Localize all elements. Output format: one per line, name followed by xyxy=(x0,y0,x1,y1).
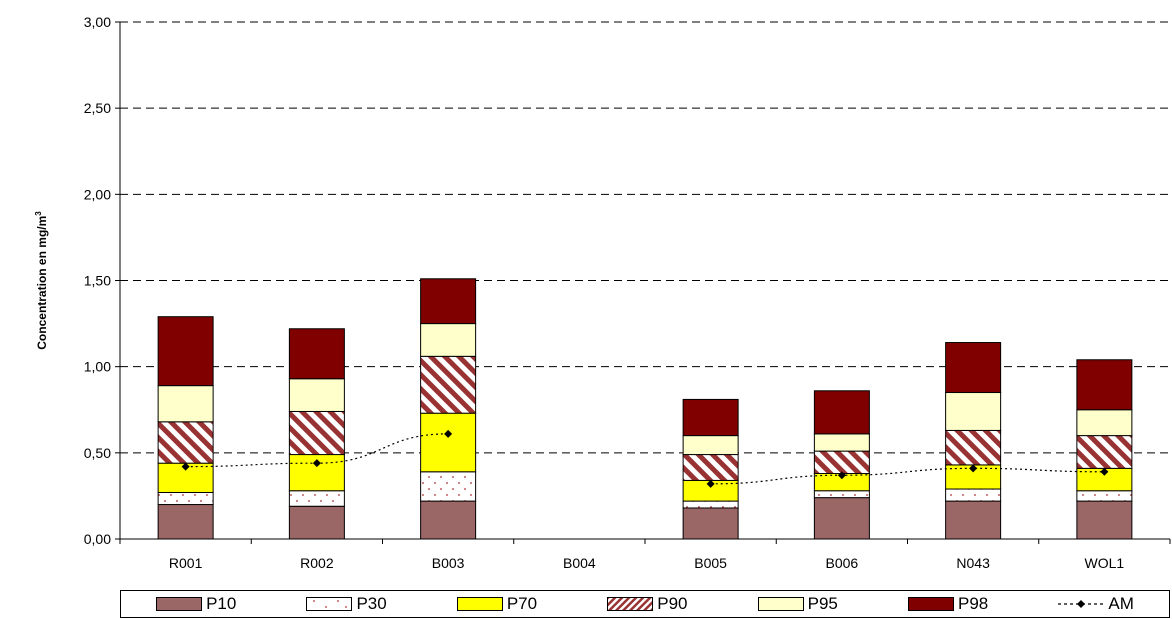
x-tick-label: R002 xyxy=(300,555,334,571)
am-point xyxy=(969,464,978,473)
legend-item-p10: P10 xyxy=(156,594,236,614)
bar-p30 xyxy=(157,491,214,506)
bar-p90 xyxy=(420,355,477,414)
am-point xyxy=(181,462,190,471)
x-tick-label: B003 xyxy=(432,555,465,571)
bar-p98 xyxy=(813,390,870,435)
legend-item-p98: P98 xyxy=(908,594,988,614)
bar-p95 xyxy=(288,378,345,412)
legend-item-p90: P90 xyxy=(607,594,687,614)
bar-p10 xyxy=(1076,500,1133,540)
bar-p10 xyxy=(288,505,345,540)
x-tick-label: B005 xyxy=(694,555,727,571)
bar-p90 xyxy=(157,421,214,464)
legend-item-am: AM xyxy=(1058,594,1134,614)
y-tick-label: 0,50 xyxy=(84,445,111,461)
legend-swatch xyxy=(306,597,353,611)
legend: P10 P30 P70 P90 P95 P98 AM xyxy=(120,590,1170,618)
legend-swatch xyxy=(456,597,503,611)
bar-p98 xyxy=(420,278,477,325)
x-tick-label: N043 xyxy=(956,555,990,571)
bar-p95 xyxy=(813,433,870,452)
legend-swatch xyxy=(1058,597,1105,611)
bar-p90 xyxy=(682,454,739,481)
bar-p98 xyxy=(288,328,345,380)
y-tick-label: 1,00 xyxy=(84,359,111,375)
bar-p95 xyxy=(682,435,739,456)
legend-swatch xyxy=(757,597,804,611)
am-point xyxy=(312,459,321,468)
legend-item-p70: P70 xyxy=(456,594,538,614)
bar-p95 xyxy=(1076,409,1133,437)
legend-item-p95: P95 xyxy=(757,594,838,614)
legend-item-p30: P30 xyxy=(306,594,387,614)
bar-p98 xyxy=(1076,359,1133,411)
bar-p90 xyxy=(945,429,1002,466)
y-axis-title: Concentration en mg/m3 xyxy=(34,211,49,350)
bar-p10 xyxy=(945,500,1002,540)
am-line-path xyxy=(710,467,1105,485)
bar-p10 xyxy=(682,507,739,540)
am-point xyxy=(837,471,846,480)
bar-p98 xyxy=(682,398,739,437)
am-point xyxy=(706,479,715,488)
bar-p30 xyxy=(288,490,345,507)
y-tick-label: 3,00 xyxy=(84,14,111,30)
bars xyxy=(157,278,1133,540)
legend-label: P90 xyxy=(657,594,688,613)
grid-lines xyxy=(120,21,1170,454)
legend-label: P10 xyxy=(206,594,237,613)
am-point xyxy=(1100,467,1109,476)
bar-p98 xyxy=(945,342,1002,394)
legend-label: P70 xyxy=(506,594,538,613)
bar-p90 xyxy=(288,410,345,456)
legend-label: P95 xyxy=(807,594,838,613)
bar-p90 xyxy=(813,450,870,475)
axes xyxy=(115,21,1171,544)
bar-p95 xyxy=(157,385,214,423)
x-tick-label: WOL1 xyxy=(1085,555,1125,571)
legend-label: P98 xyxy=(958,594,989,613)
bar-p10 xyxy=(157,504,214,540)
bar-p70 xyxy=(420,412,477,473)
am-point xyxy=(444,429,453,438)
bar-p30 xyxy=(420,471,477,502)
legend-label: P30 xyxy=(356,594,387,613)
bar-p95 xyxy=(945,392,1002,431)
chart: 0,00 0,50 1,00 1,50 2,00 2,50 3,00 R001 R002 B003… xyxy=(34,14,1171,571)
am-line xyxy=(181,429,1109,488)
x-tick-label: R001 xyxy=(169,555,203,571)
x-tick-label: B006 xyxy=(826,555,859,571)
x-tick-label: B004 xyxy=(563,555,596,571)
y-tick-label: 0,00 xyxy=(84,531,111,547)
y-tick-label: 2,50 xyxy=(84,100,111,116)
bar-p90 xyxy=(1076,435,1133,469)
bar-p10 xyxy=(420,500,477,540)
legend-swatch xyxy=(156,597,203,611)
legend-swatch xyxy=(607,597,654,611)
bar-p98 xyxy=(157,316,214,387)
y-tick-label: 1,50 xyxy=(84,273,111,289)
bar-p30 xyxy=(1076,490,1133,502)
bar-p30 xyxy=(945,488,1002,502)
bar-p30 xyxy=(682,500,739,509)
legend-label: AM xyxy=(1108,594,1134,613)
bar-p10 xyxy=(813,497,870,540)
bar-p95 xyxy=(420,323,477,357)
axis-labels: 0,00 0,50 1,00 1,50 2,00 2,50 3,00 R001 R002 B003… xyxy=(34,14,1124,571)
legend-swatch xyxy=(908,597,955,611)
bar-p30 xyxy=(813,490,870,499)
y-tick-label: 2,00 xyxy=(84,186,111,202)
